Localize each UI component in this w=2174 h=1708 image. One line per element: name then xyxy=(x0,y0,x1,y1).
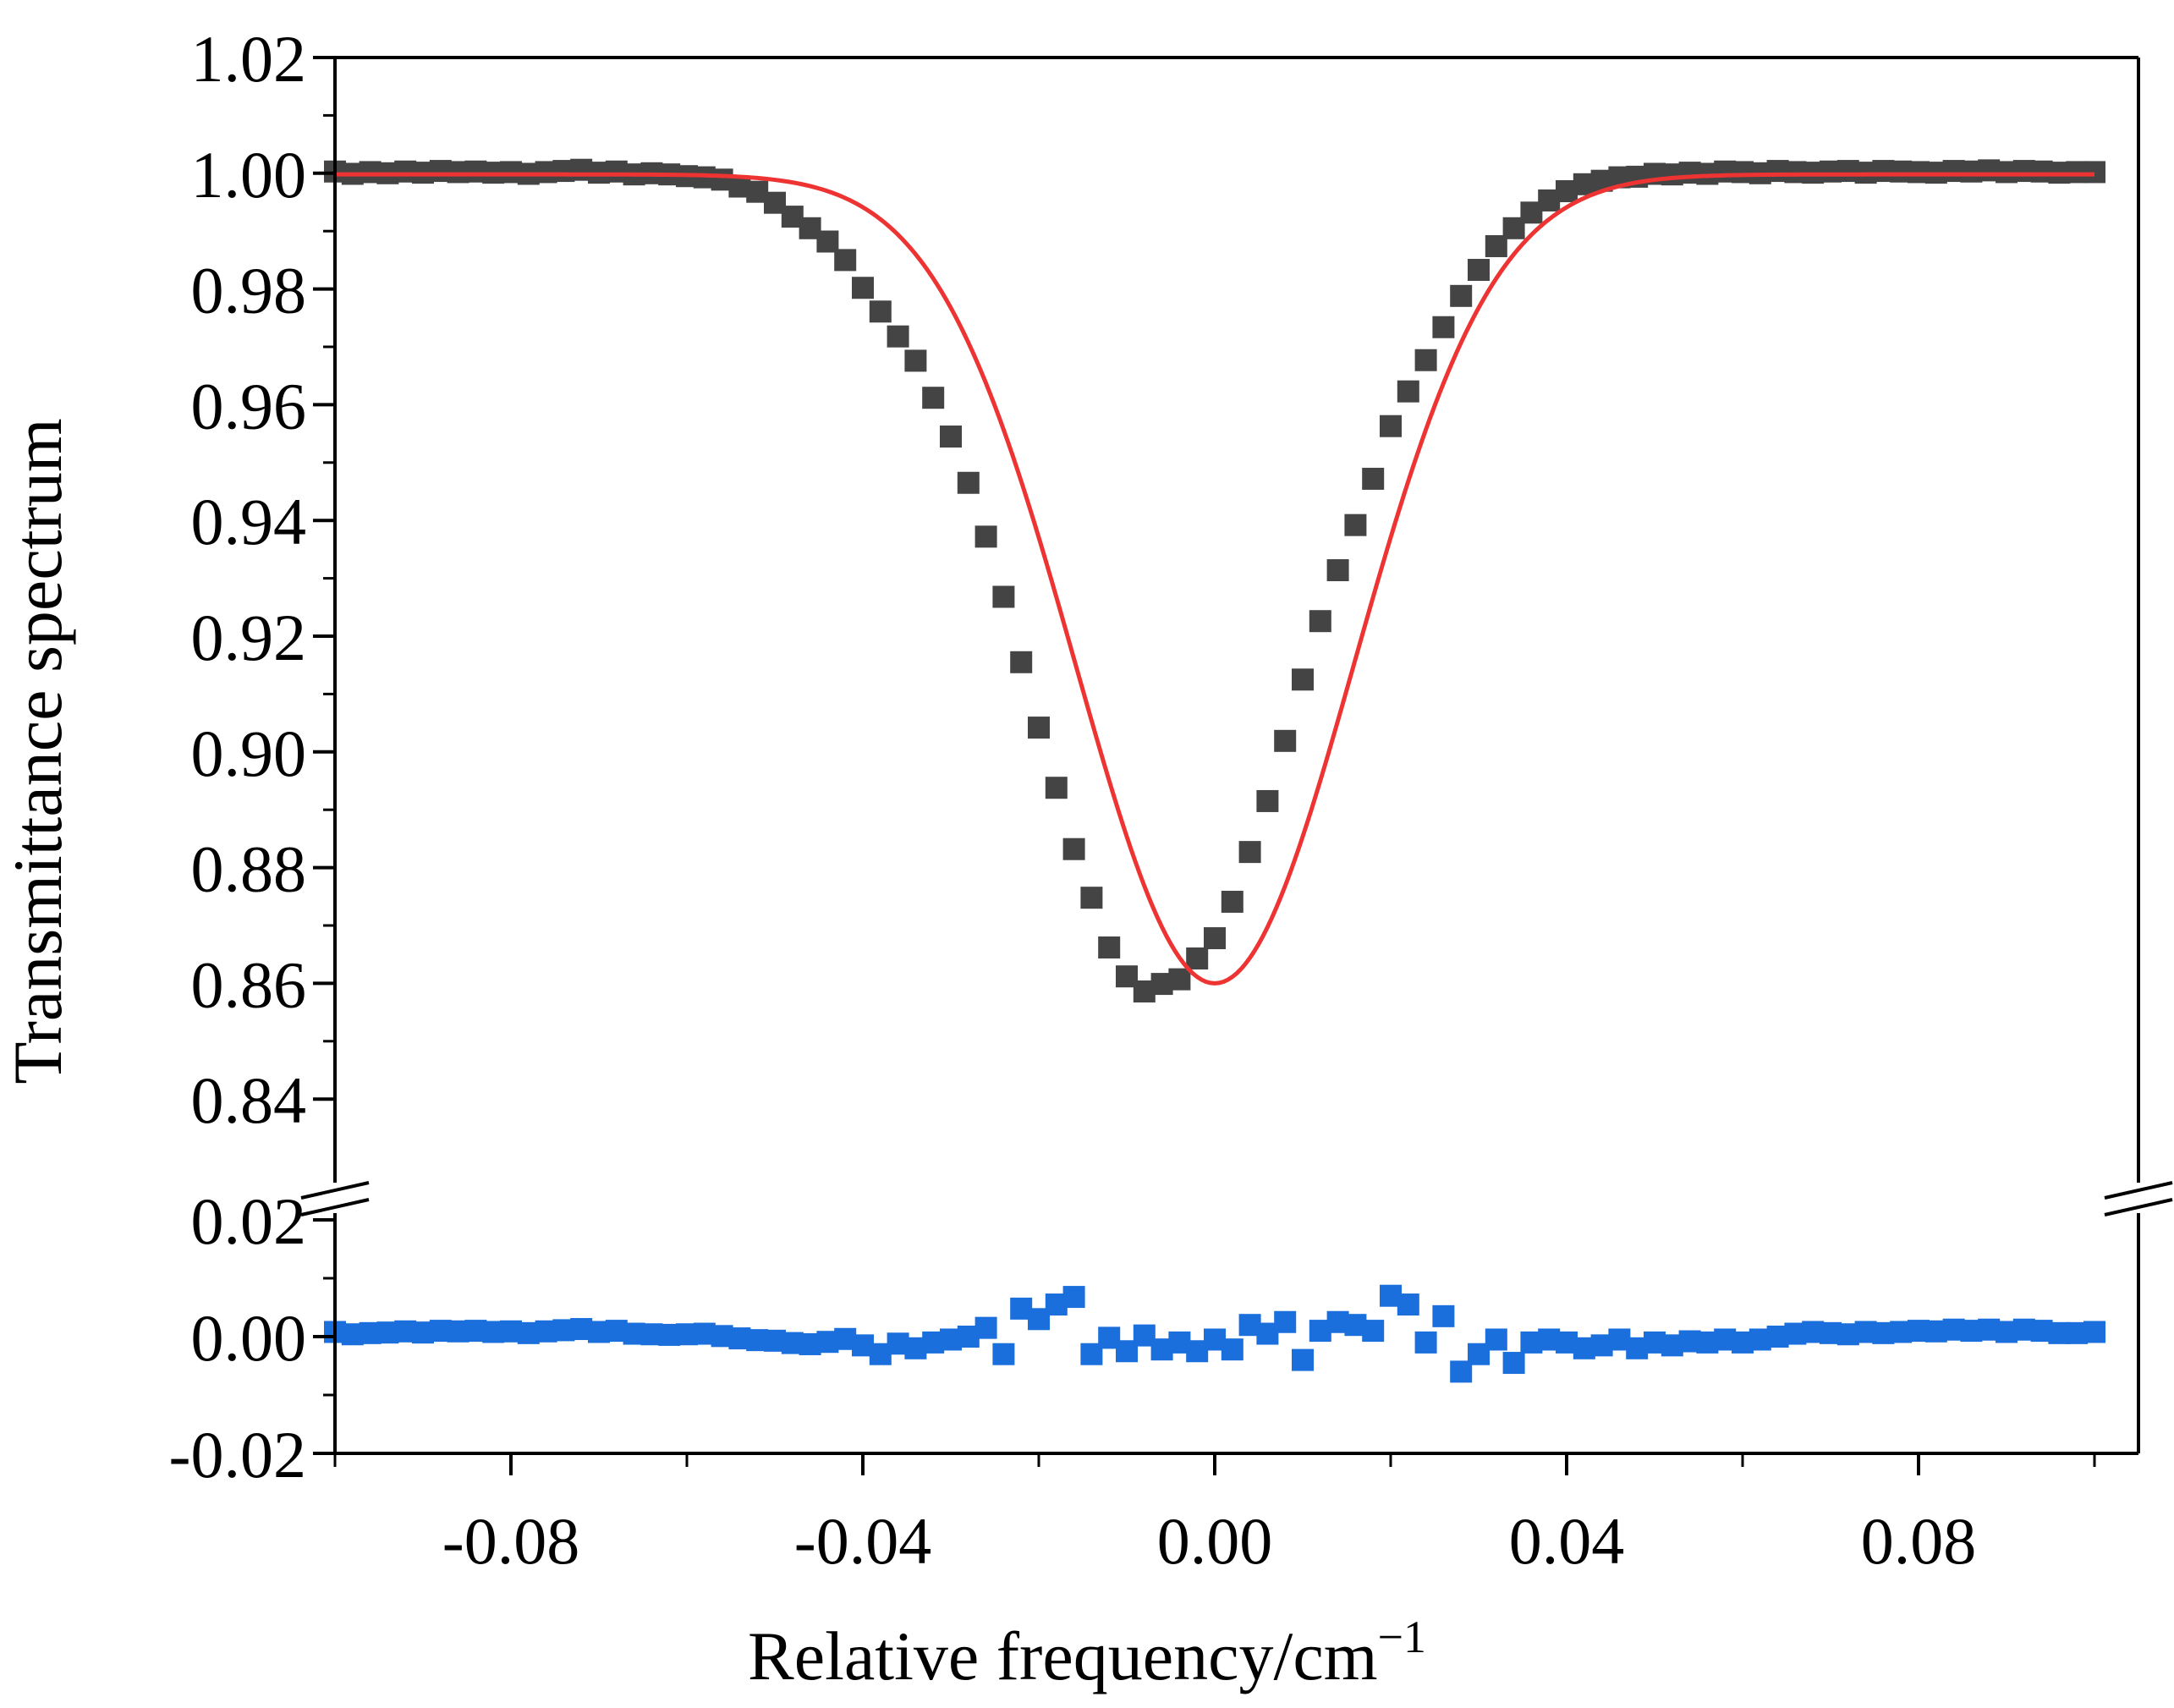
data-point xyxy=(1414,349,1437,371)
residual-point xyxy=(2083,1321,2105,1343)
residual-point xyxy=(1221,1338,1243,1361)
data-point xyxy=(887,325,909,348)
axes xyxy=(300,56,2173,1455)
y-axis-title: Transmittance spectrum xyxy=(0,418,76,1084)
y-tick-label-upper: 0.98 xyxy=(191,254,307,327)
y-tick-label-upper: 0.92 xyxy=(191,601,307,674)
data-point xyxy=(1344,513,1367,536)
axis-break-mark-left xyxy=(300,1198,370,1216)
residual-point xyxy=(1485,1328,1507,1351)
data-point xyxy=(1186,947,1209,969)
x-axis-title-superscript: −1 xyxy=(1378,1612,1426,1662)
data-point xyxy=(1168,968,1191,991)
data-point xyxy=(816,230,839,253)
residual-point xyxy=(1274,1310,1297,1333)
data-point xyxy=(1274,729,1297,752)
data-point xyxy=(922,387,945,409)
data-point xyxy=(1010,651,1033,673)
data-point xyxy=(1028,717,1050,739)
residual-point xyxy=(992,1343,1015,1365)
data-point xyxy=(1468,259,1490,282)
y-tick-label-upper: 1.00 xyxy=(191,138,307,211)
data-point xyxy=(834,249,857,272)
x-axis-title: Relative frequency/cm−1 xyxy=(748,1612,1426,1694)
x-tick-label: 0.08 xyxy=(1861,1504,1977,1578)
y-tick-label-upper: 1.02 xyxy=(191,22,307,96)
data-point xyxy=(1326,559,1349,582)
data-point xyxy=(852,277,874,299)
x-tick-label: 0.00 xyxy=(1157,1504,1273,1578)
x-tick-label: -0.08 xyxy=(442,1504,579,1578)
data-point xyxy=(1045,777,1068,799)
axis-break-mark-right xyxy=(2104,1198,2173,1216)
data-point xyxy=(1362,467,1385,490)
data-point xyxy=(2083,161,2105,184)
data-point xyxy=(992,585,1015,608)
x-tick-label: 0.04 xyxy=(1509,1504,1625,1578)
y-tick-label-upper: 0.96 xyxy=(191,369,307,442)
data-point xyxy=(1380,415,1402,437)
y-tick-label-lower: 0.00 xyxy=(191,1301,307,1375)
data-point xyxy=(1204,927,1226,950)
residual-point xyxy=(1414,1331,1437,1354)
residual-point xyxy=(974,1316,997,1339)
data-point xyxy=(1221,890,1243,913)
data-point xyxy=(1432,316,1455,338)
y-tick-label-lower: 0.02 xyxy=(191,1184,307,1258)
residual-point xyxy=(1397,1293,1419,1316)
y-tick-label-upper: 0.94 xyxy=(191,485,307,558)
data-point xyxy=(1450,284,1473,307)
data-point xyxy=(974,525,997,548)
ticks xyxy=(313,56,2096,1475)
tick-labels: 0.84 0.86 0.88 0.90 0.92 0.94 0.96 0.98 1.00 1.02… xyxy=(169,22,1977,1578)
y-tick-label-upper: 0.88 xyxy=(191,832,307,906)
data-point xyxy=(904,349,927,372)
data-point xyxy=(869,300,892,323)
data-point xyxy=(1397,380,1419,403)
residual-point xyxy=(1062,1286,1085,1309)
residual-point xyxy=(1502,1352,1525,1375)
x-tick-label: -0.04 xyxy=(794,1504,931,1578)
residual-data-points xyxy=(324,1284,2105,1383)
residual-point xyxy=(1362,1320,1385,1343)
data-point xyxy=(1098,936,1121,958)
residual-point xyxy=(1292,1348,1314,1371)
axis-break-mark-left xyxy=(300,1181,370,1200)
data-point xyxy=(1309,610,1331,633)
y-tick-label-lower: -0.02 xyxy=(169,1418,306,1491)
fit-curve-group xyxy=(335,172,2094,986)
y-tick-label-upper: 0.84 xyxy=(191,1063,307,1137)
data-point xyxy=(1238,841,1261,864)
y-tick-label-upper: 0.90 xyxy=(191,717,307,790)
axis-break-mark-right xyxy=(2104,1181,2173,1200)
data-point xyxy=(1062,838,1085,860)
data-point xyxy=(1292,668,1314,691)
data-point xyxy=(1256,789,1279,812)
data-point xyxy=(957,471,980,494)
x-axis-title-text: Relative frequency/cm xyxy=(748,1617,1378,1694)
data-point xyxy=(940,426,962,448)
y-tick-label-upper: 0.86 xyxy=(191,947,307,1021)
data-point xyxy=(1080,887,1103,909)
residual-point xyxy=(1432,1304,1455,1327)
fit-curve xyxy=(335,172,2094,986)
